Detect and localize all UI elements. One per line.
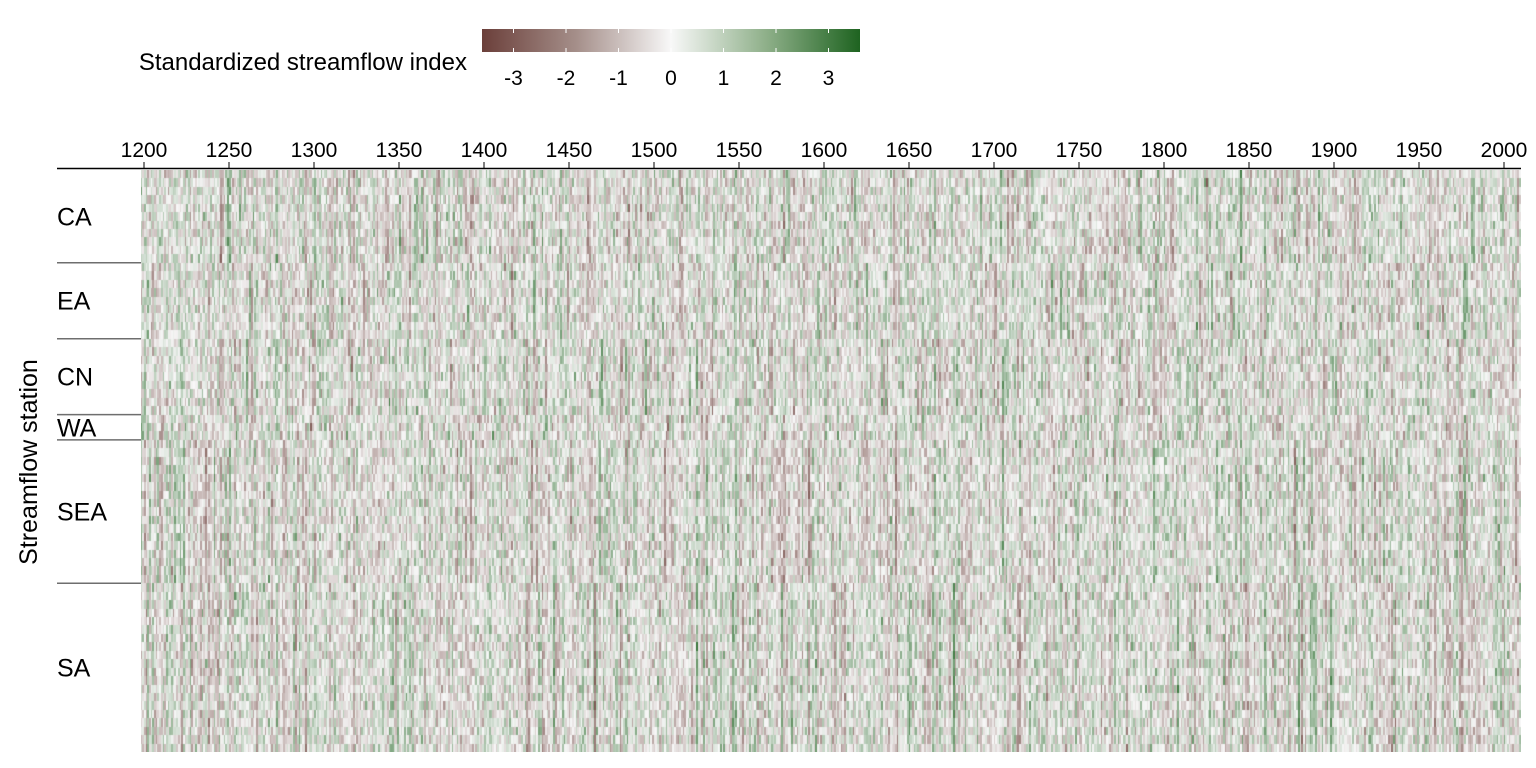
legend-colorbar: [482, 29, 860, 52]
group-label-cn: CN: [57, 364, 93, 392]
y-axis-label: Streamflow station: [15, 359, 43, 565]
group-label-ca: CA: [57, 203, 92, 231]
group-label-sea: SEA: [57, 499, 107, 527]
x-tick-label: 1850: [1226, 139, 1273, 162]
x-tick-label: 1700: [971, 139, 1018, 162]
x-tick-label: 1550: [716, 139, 763, 162]
legend-tick-label: 0: [665, 67, 677, 90]
x-tick-label: 1950: [1396, 139, 1443, 162]
x-tick-label: 1400: [461, 139, 508, 162]
x-tick-label: 1500: [631, 139, 678, 162]
group-label-wa: WA: [57, 414, 97, 442]
legend-tick-label: 2: [770, 67, 782, 90]
x-tick-label: 1900: [1311, 139, 1358, 162]
legend-tick-label: -2: [557, 67, 576, 90]
x-tick-label: 1250: [206, 139, 253, 162]
legend-tick-label: -1: [609, 67, 628, 90]
color-legend: Standardized streamflow index -3 -2 -1 0 1 2 3: [139, 29, 860, 90]
x-tick-label: 1200: [121, 139, 168, 162]
x-tick-label: 1750: [1056, 139, 1103, 162]
x-tick-label: 1350: [376, 139, 423, 162]
x-tick-label: 1450: [546, 139, 593, 162]
x-tick-label: 1600: [801, 139, 848, 162]
heatmap-cells: [141, 170, 1521, 752]
legend-tick-label: -3: [504, 67, 523, 90]
legend-tick-label: 3: [823, 67, 835, 90]
x-tick-label: 2000: [1481, 139, 1528, 162]
x-axis: 1200 1250 1300 1350 1400 1450 1500 1550 1600 1650…: [57, 139, 1528, 170]
x-tick-label: 1800: [1141, 139, 1188, 162]
group-label-sa: SA: [57, 655, 91, 683]
x-tick-label: 1650: [886, 139, 933, 162]
x-tick-label: 1300: [291, 139, 338, 162]
group-labels: CA EA CN WA SEA SA: [57, 203, 107, 682]
legend-tick-label: 1: [718, 67, 730, 90]
legend-title: Standardized streamflow index: [139, 49, 467, 76]
group-label-ea: EA: [57, 288, 91, 316]
